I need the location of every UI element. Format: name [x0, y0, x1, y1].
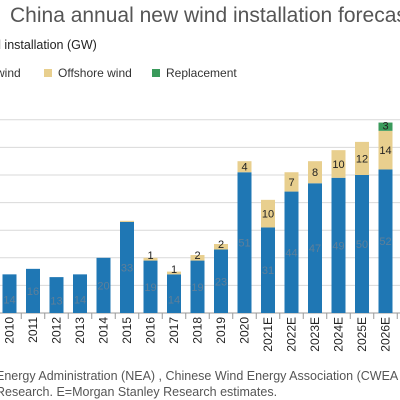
- bar-segment: [143, 257, 158, 261]
- legend-label-offshore: Offshore wind: [58, 66, 132, 80]
- data-label: 12: [356, 153, 368, 165]
- x-tick-label: 2024E: [332, 317, 346, 352]
- bar-segment: [190, 255, 205, 261]
- y-axis-units: d installation (GW): [0, 38, 97, 52]
- data-label: 14: [74, 294, 86, 306]
- x-tick-label: 2018: [191, 317, 205, 344]
- x-tick-label: 2017: [167, 317, 181, 344]
- bar-segment: [284, 191, 299, 313]
- data-label: 3: [382, 120, 388, 132]
- bar-segment: [237, 172, 252, 313]
- bar-segment: [261, 199, 275, 228]
- data-label: 13: [50, 295, 62, 307]
- data-label: 16: [27, 286, 39, 298]
- data-label: 10: [332, 159, 344, 171]
- data-label: 1: [171, 264, 177, 276]
- bar-segment: [308, 183, 322, 313]
- data-label: 49: [332, 240, 344, 252]
- bar-segment: [261, 227, 275, 313]
- x-tick-label: 2014: [97, 317, 111, 344]
- legend: wind Offshore wind Replacement: [0, 66, 400, 80]
- data-label: 2: [218, 239, 224, 251]
- bar-segment: [96, 257, 111, 313]
- x-tick-label: 2025E: [355, 317, 369, 352]
- x-tick-label: 2016: [144, 317, 158, 344]
- bar-segment: [214, 249, 228, 313]
- x-tick-label: 2012: [50, 317, 64, 344]
- data-label: 31: [262, 265, 274, 277]
- data-label: 14: [168, 294, 180, 306]
- data-label: 7: [288, 177, 294, 189]
- data-label: 10: [262, 209, 274, 221]
- footnote-source: Energy Administration (NEA) , Chinese Wi…: [0, 369, 399, 383]
- data-label: 2: [194, 250, 200, 262]
- data-label: 50: [356, 239, 368, 251]
- legend-swatch-offshore: [44, 69, 52, 77]
- legend-label-wind: wind: [0, 66, 21, 80]
- bar-segment: [355, 175, 369, 313]
- x-tick-label: 2026E: [379, 317, 393, 352]
- bar-segment: [167, 274, 181, 313]
- data-label: 44: [285, 247, 297, 259]
- footnote-estimates: Research. E=Morgan Stanley Research esti…: [0, 385, 278, 399]
- bar-segment: [237, 161, 252, 173]
- bar-segment: [378, 122, 393, 131]
- bar-segment: [308, 161, 322, 184]
- data-label: 14: [379, 145, 391, 157]
- x-tick-label: 2023E: [308, 317, 322, 352]
- x-tick-label: 2015: [120, 317, 134, 344]
- bar-segment: [378, 130, 393, 170]
- legend-item-offshore: Offshore wind: [44, 66, 132, 80]
- data-label: 51: [238, 238, 250, 250]
- bar-segment: [331, 177, 346, 313]
- bar-segment: [73, 274, 87, 313]
- legend-swatch-replacement: [152, 69, 160, 77]
- bar-segment: [120, 220, 134, 222]
- bar-segment: [355, 141, 369, 175]
- bar-segment: [214, 244, 228, 250]
- chart-title: China annual new wind installation forec…: [10, 4, 400, 27]
- x-tick-label: 2013: [73, 317, 87, 344]
- data-label: 14: [3, 294, 15, 306]
- data-label: 1: [147, 250, 153, 262]
- legend-item-wind: wind: [0, 66, 21, 80]
- data-label: 19: [144, 282, 156, 294]
- x-tick-label: 2020: [238, 317, 252, 344]
- data-label: 4: [241, 162, 247, 174]
- data-label: 23: [215, 276, 227, 288]
- bar-segment: [49, 277, 64, 313]
- bar-segment: [120, 221, 134, 313]
- bar-segment: [167, 271, 181, 275]
- legend-label-replacement: Replacement: [166, 66, 237, 80]
- legend-item-replacement: Replacement: [152, 66, 237, 80]
- bar-segment: [284, 172, 299, 192]
- x-tick-label: 2011: [26, 317, 40, 343]
- bar-segment: [190, 260, 205, 313]
- data-label: 33: [121, 262, 133, 274]
- data-label: 20: [97, 280, 109, 292]
- bar-segment: [143, 260, 158, 313]
- data-label: 52: [379, 236, 391, 248]
- data-label: 8: [312, 167, 318, 179]
- data-label: 19: [191, 282, 203, 294]
- x-tick-label: 2019: [214, 317, 228, 344]
- bar-segment: [2, 274, 17, 313]
- data-label: 47: [309, 243, 321, 255]
- x-tick-label: 2021E: [261, 317, 275, 352]
- x-tick-label: 2022E: [285, 317, 299, 352]
- bar-segment: [26, 268, 40, 313]
- bar-segment: [331, 150, 346, 178]
- x-tick-label: 2010: [3, 317, 17, 344]
- bar-segment: [378, 169, 393, 313]
